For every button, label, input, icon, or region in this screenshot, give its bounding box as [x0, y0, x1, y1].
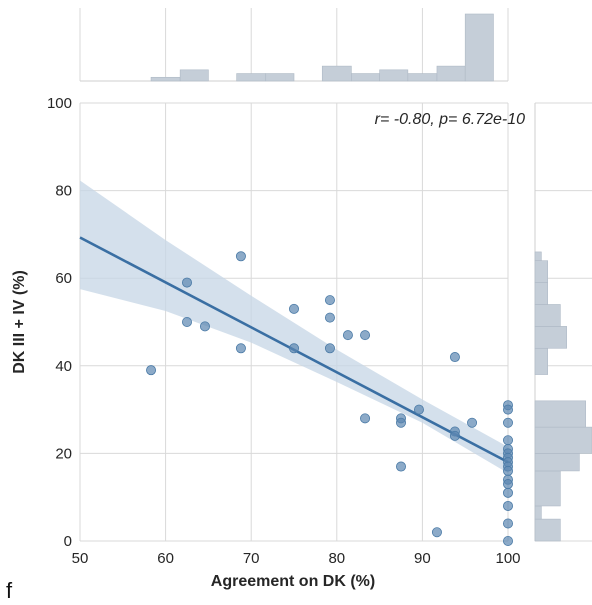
- data-point: [413, 404, 424, 415]
- data-point: [502, 404, 513, 415]
- data-point: [449, 352, 460, 363]
- y-hist-bar: [534, 470, 561, 507]
- panel-label: f: [6, 578, 13, 603]
- x-hist-bar: [436, 65, 466, 82]
- data-point: [181, 277, 192, 288]
- data-point: [288, 343, 299, 354]
- y-tick-label: 20: [55, 445, 72, 462]
- correlation-annotation: r= -0.80, p= 6.72e-10: [375, 111, 525, 128]
- data-point: [235, 343, 246, 354]
- data-point: [324, 343, 335, 354]
- data-point: [502, 536, 513, 547]
- data-point: [342, 330, 353, 341]
- y-hist-bar: [534, 282, 548, 305]
- tick-labels: 50 60 70 80 90 100 0 20 40 60 80 100: [47, 95, 521, 567]
- scatter-points: [146, 251, 513, 547]
- marginal-x-histogram: [150, 13, 494, 82]
- data-point: [199, 321, 210, 332]
- data-point: [467, 417, 478, 428]
- data-point: [288, 303, 299, 314]
- data-point: [502, 465, 513, 476]
- y-hist-bar: [534, 453, 580, 472]
- data-point: [360, 330, 371, 341]
- y-hist-bar: [534, 326, 567, 349]
- x-hist-bar: [265, 73, 295, 82]
- data-point: [360, 413, 371, 424]
- x-hist-bar: [321, 65, 352, 82]
- y-tick-label: 40: [55, 358, 72, 375]
- x-hist-bar: [351, 73, 380, 82]
- y-hist-bar: [534, 400, 586, 428]
- x-tick-label: 60: [157, 550, 174, 567]
- data-point: [502, 500, 513, 511]
- x-hist-bar: [464, 13, 494, 82]
- x-hist-bar: [379, 69, 409, 82]
- y-hist-bar: [534, 347, 548, 375]
- x-tick-label: 100: [495, 550, 520, 567]
- y-hist-bar: [534, 251, 542, 261]
- data-point: [449, 430, 460, 441]
- y-tick-label: 100: [47, 95, 72, 112]
- y-hist-bar: [534, 505, 542, 520]
- data-point: [395, 461, 406, 472]
- x-tick-label: 80: [328, 550, 345, 567]
- x-hist-bar: [236, 73, 267, 82]
- x-axis-label: Agreement on DK (%): [211, 573, 375, 590]
- confidence-band-group: [80, 180, 508, 474]
- data-point: [502, 479, 513, 490]
- x-hist-bar: [150, 76, 181, 82]
- data-point: [235, 251, 246, 262]
- x-hist-bar: [407, 73, 438, 82]
- y-hist-bar: [534, 518, 561, 542]
- data-point: [502, 518, 513, 529]
- y-hist-bar: [534, 260, 548, 283]
- data-point: [431, 527, 442, 538]
- y-hist-bar: [534, 426, 592, 454]
- data-point: [324, 312, 335, 323]
- data-point: [324, 295, 335, 306]
- data-point: [146, 365, 157, 376]
- x-hist-bar: [179, 69, 209, 82]
- data-point: [502, 487, 513, 498]
- y-tick-label: 60: [55, 270, 72, 287]
- confidence-band: [80, 180, 508, 474]
- marginal-y-histogram: [534, 251, 592, 542]
- data-point: [395, 417, 406, 428]
- x-tick-label: 70: [243, 550, 260, 567]
- x-tick-label: 50: [72, 550, 89, 567]
- y-tick-label: 0: [64, 533, 72, 550]
- y-tick-label: 80: [55, 183, 72, 200]
- x-tick-label: 90: [414, 550, 431, 567]
- y-axis-label: DK III + IV (%): [11, 270, 28, 374]
- data-point: [181, 316, 192, 327]
- data-point: [502, 435, 513, 446]
- y-hist-bar: [534, 304, 561, 327]
- data-point: [502, 417, 513, 428]
